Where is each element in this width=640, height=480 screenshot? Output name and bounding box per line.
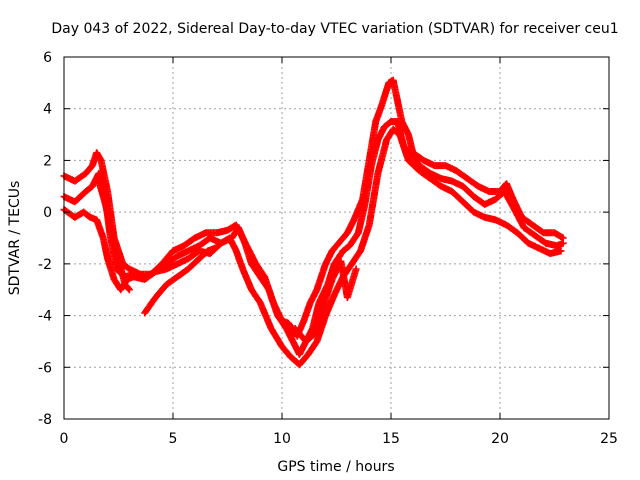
x-tick-label: 10 (273, 431, 291, 447)
data-point (125, 286, 133, 294)
y-tick-label: 2 (43, 153, 52, 169)
y-tick-label: -6 (38, 360, 52, 376)
series-track-d (95, 177, 133, 294)
x-axis-label: GPS time / hours (277, 459, 394, 475)
grid-lines (64, 57, 609, 419)
chart-title: Day 043 of 2022, Sidereal Day-to-day VTE… (51, 21, 618, 37)
y-tick-label: -8 (38, 412, 52, 428)
tick-labels: 0 5 10 15 20 25 -8 -6 -4 -2 0 2 4 6 (38, 50, 618, 447)
y-axis-label: SDTVAR / TECUs (7, 181, 23, 296)
data-point (125, 285, 132, 293)
data-point (352, 265, 360, 273)
data-point (559, 239, 567, 247)
y-tick-label: -2 (38, 257, 52, 273)
series-track-c (60, 125, 565, 369)
y-tick-label: 6 (43, 50, 52, 66)
y-tick-label: 4 (43, 102, 52, 118)
data-series (60, 76, 567, 369)
y-tick-label: 0 (43, 205, 52, 221)
data-point (557, 247, 565, 255)
series-track-e (141, 244, 218, 317)
plot-frame (63, 56, 610, 420)
series-track-f (291, 257, 360, 345)
data-point (210, 244, 218, 252)
x-tick-label: 15 (382, 431, 400, 447)
x-tick-label: 20 (491, 431, 509, 447)
y-tick-label: -4 (38, 309, 52, 325)
x-tick-label: 0 (60, 431, 69, 447)
axis-ticks (63, 56, 610, 420)
x-tick-label: 25 (600, 431, 618, 447)
x-tick-label: 5 (169, 431, 178, 447)
